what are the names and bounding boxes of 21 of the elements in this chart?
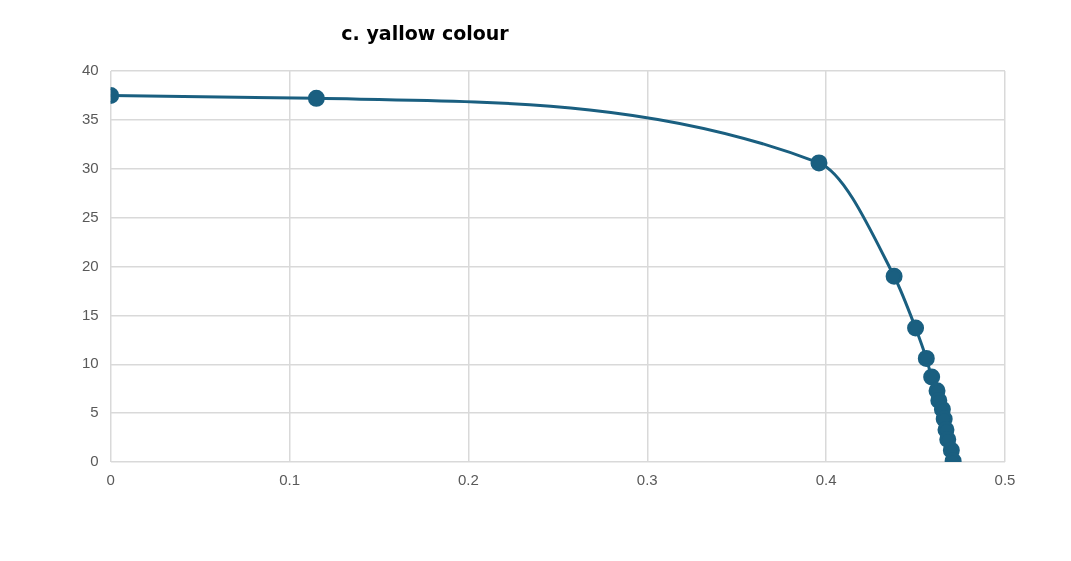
y-tick-label: 25 bbox=[82, 207, 99, 225]
y-tick-label: 20 bbox=[82, 256, 99, 274]
x-tick-label: 0 bbox=[106, 471, 115, 489]
y-tick-label: 0 bbox=[90, 452, 99, 470]
y-tick-label: 35 bbox=[82, 110, 99, 128]
x-tick-label: 0.1 bbox=[279, 471, 300, 489]
chart-title: c. yallow colour bbox=[340, 22, 510, 44]
y-tick-label: 10 bbox=[82, 354, 99, 372]
x-tick-label: 0.4 bbox=[815, 471, 837, 489]
point bbox=[885, 267, 903, 285]
y-tick-label: 40 bbox=[82, 61, 99, 79]
point bbox=[923, 368, 941, 386]
x-tick-label: 0.2 bbox=[457, 471, 479, 489]
y-tick-label: 30 bbox=[82, 158, 99, 176]
point bbox=[907, 319, 925, 337]
x-tick-label: 0.3 bbox=[636, 471, 658, 489]
y-tick-label: 15 bbox=[82, 305, 99, 323]
x-tick-label: 0.5 bbox=[994, 471, 1016, 489]
point bbox=[810, 154, 828, 172]
point bbox=[917, 349, 935, 367]
y-tick-label: 5 bbox=[90, 403, 99, 421]
